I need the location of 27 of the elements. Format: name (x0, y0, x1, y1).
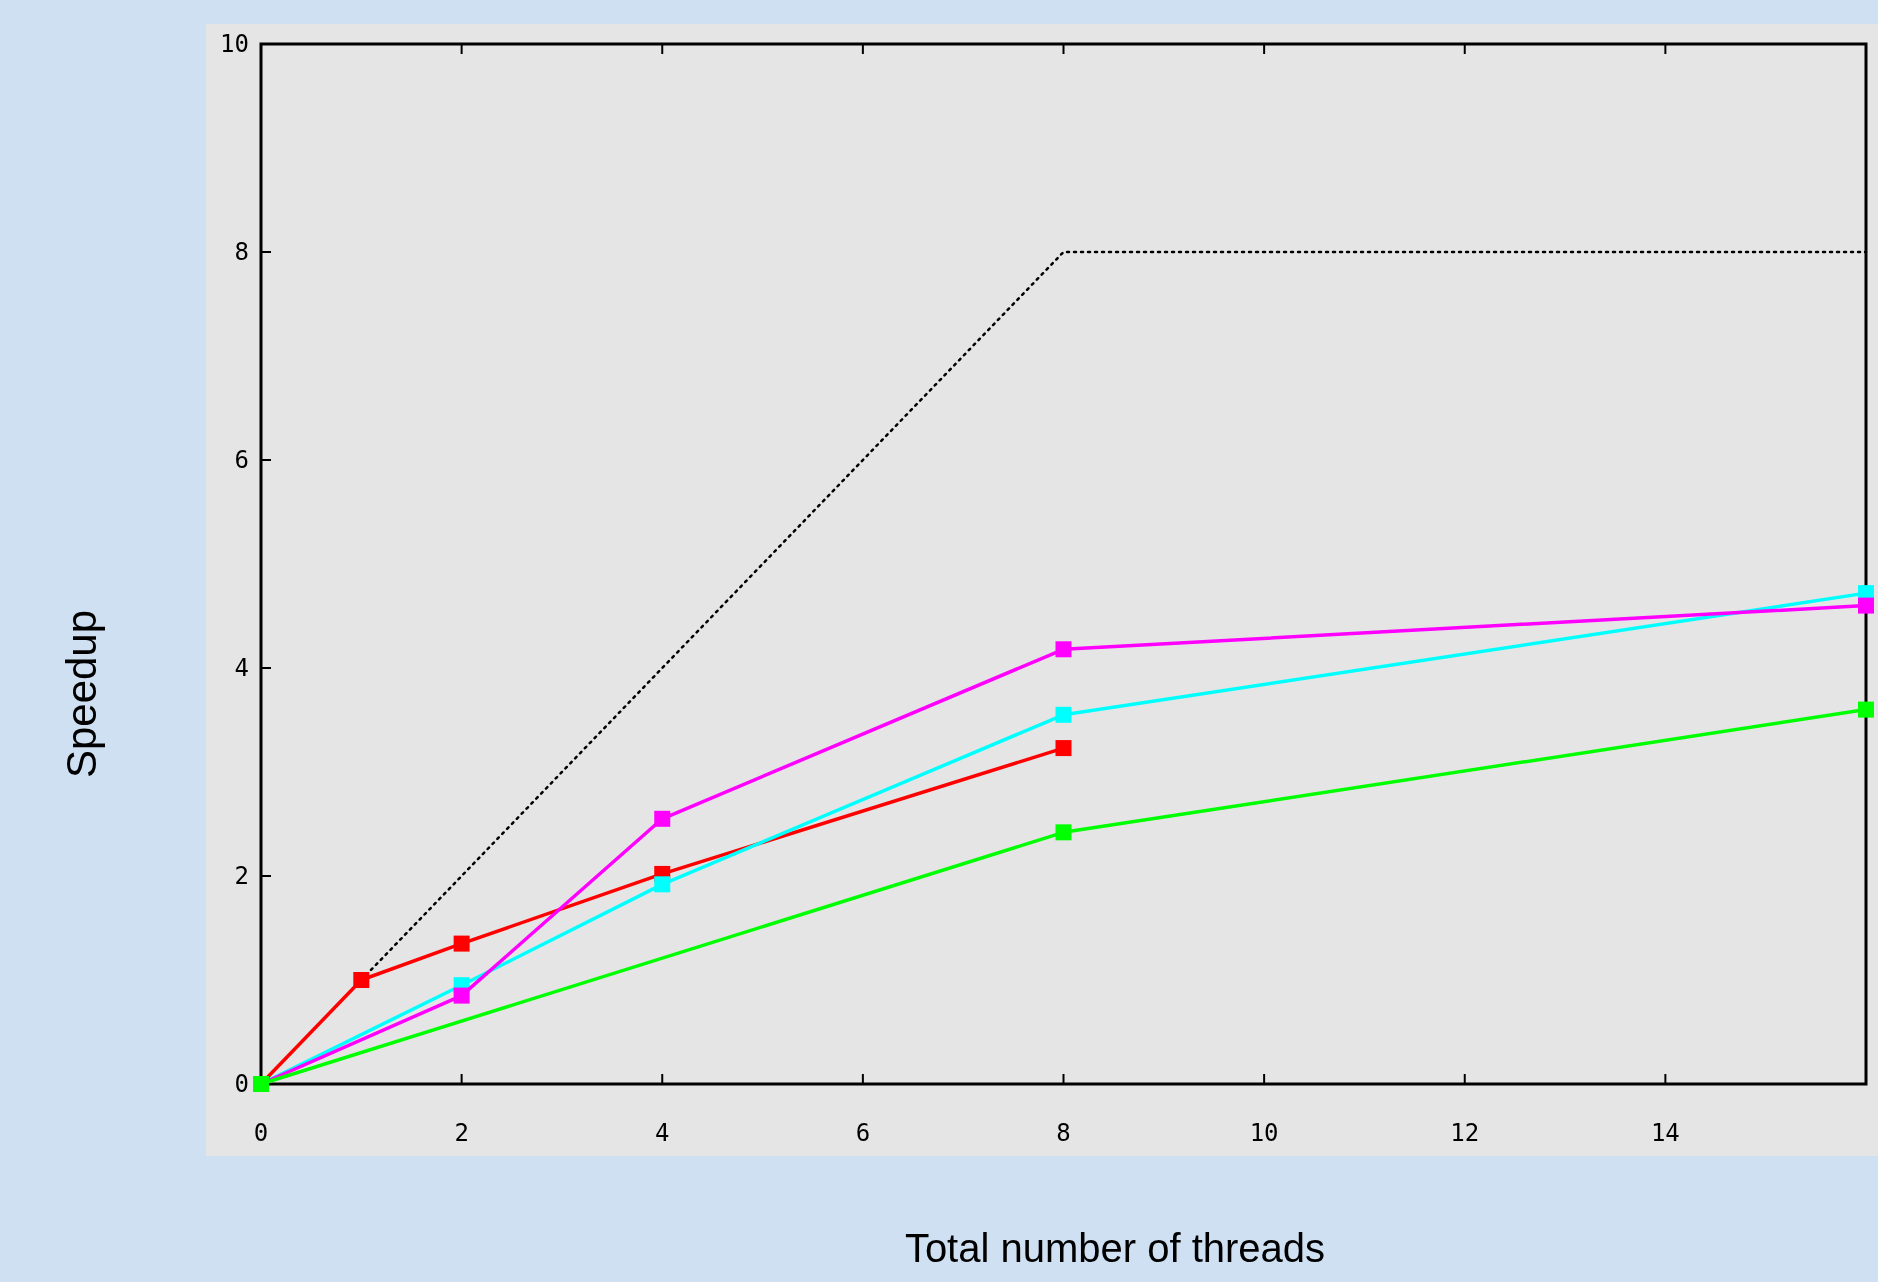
x-tick-label: 10 (1249, 1119, 1279, 1147)
point (1055, 706, 1072, 723)
x-tick-label: 12 (1450, 1119, 1480, 1147)
x-tick-label: 14 (1650, 1119, 1680, 1147)
y-tick-label: 2 (234, 862, 249, 890)
point (1858, 701, 1874, 718)
x-tick-label: 4 (655, 1119, 670, 1147)
y-axis-title: Speedup (58, 609, 105, 779)
y-tick-label: 4 (234, 654, 249, 682)
point (453, 987, 470, 1004)
x-tick-label: 0 (253, 1119, 269, 1147)
point (1055, 641, 1072, 658)
y-tick-label: 8 (234, 238, 249, 266)
y-tick-label: 10 (220, 30, 249, 58)
x-axis-title: Total number of threads (904, 1226, 1326, 1270)
y-tick-label: 0 (234, 1070, 249, 1098)
y-tick-label: 6 (234, 446, 249, 474)
point (1858, 597, 1874, 614)
point (353, 972, 370, 988)
point (1055, 740, 1072, 757)
x-tick-label: 2 (454, 1119, 469, 1147)
point (654, 810, 671, 827)
point (1055, 824, 1072, 841)
x-tick-label: 6 (855, 1119, 871, 1147)
x-tick-label: 8 (1056, 1119, 1071, 1147)
point (654, 876, 671, 893)
point (453, 935, 470, 952)
